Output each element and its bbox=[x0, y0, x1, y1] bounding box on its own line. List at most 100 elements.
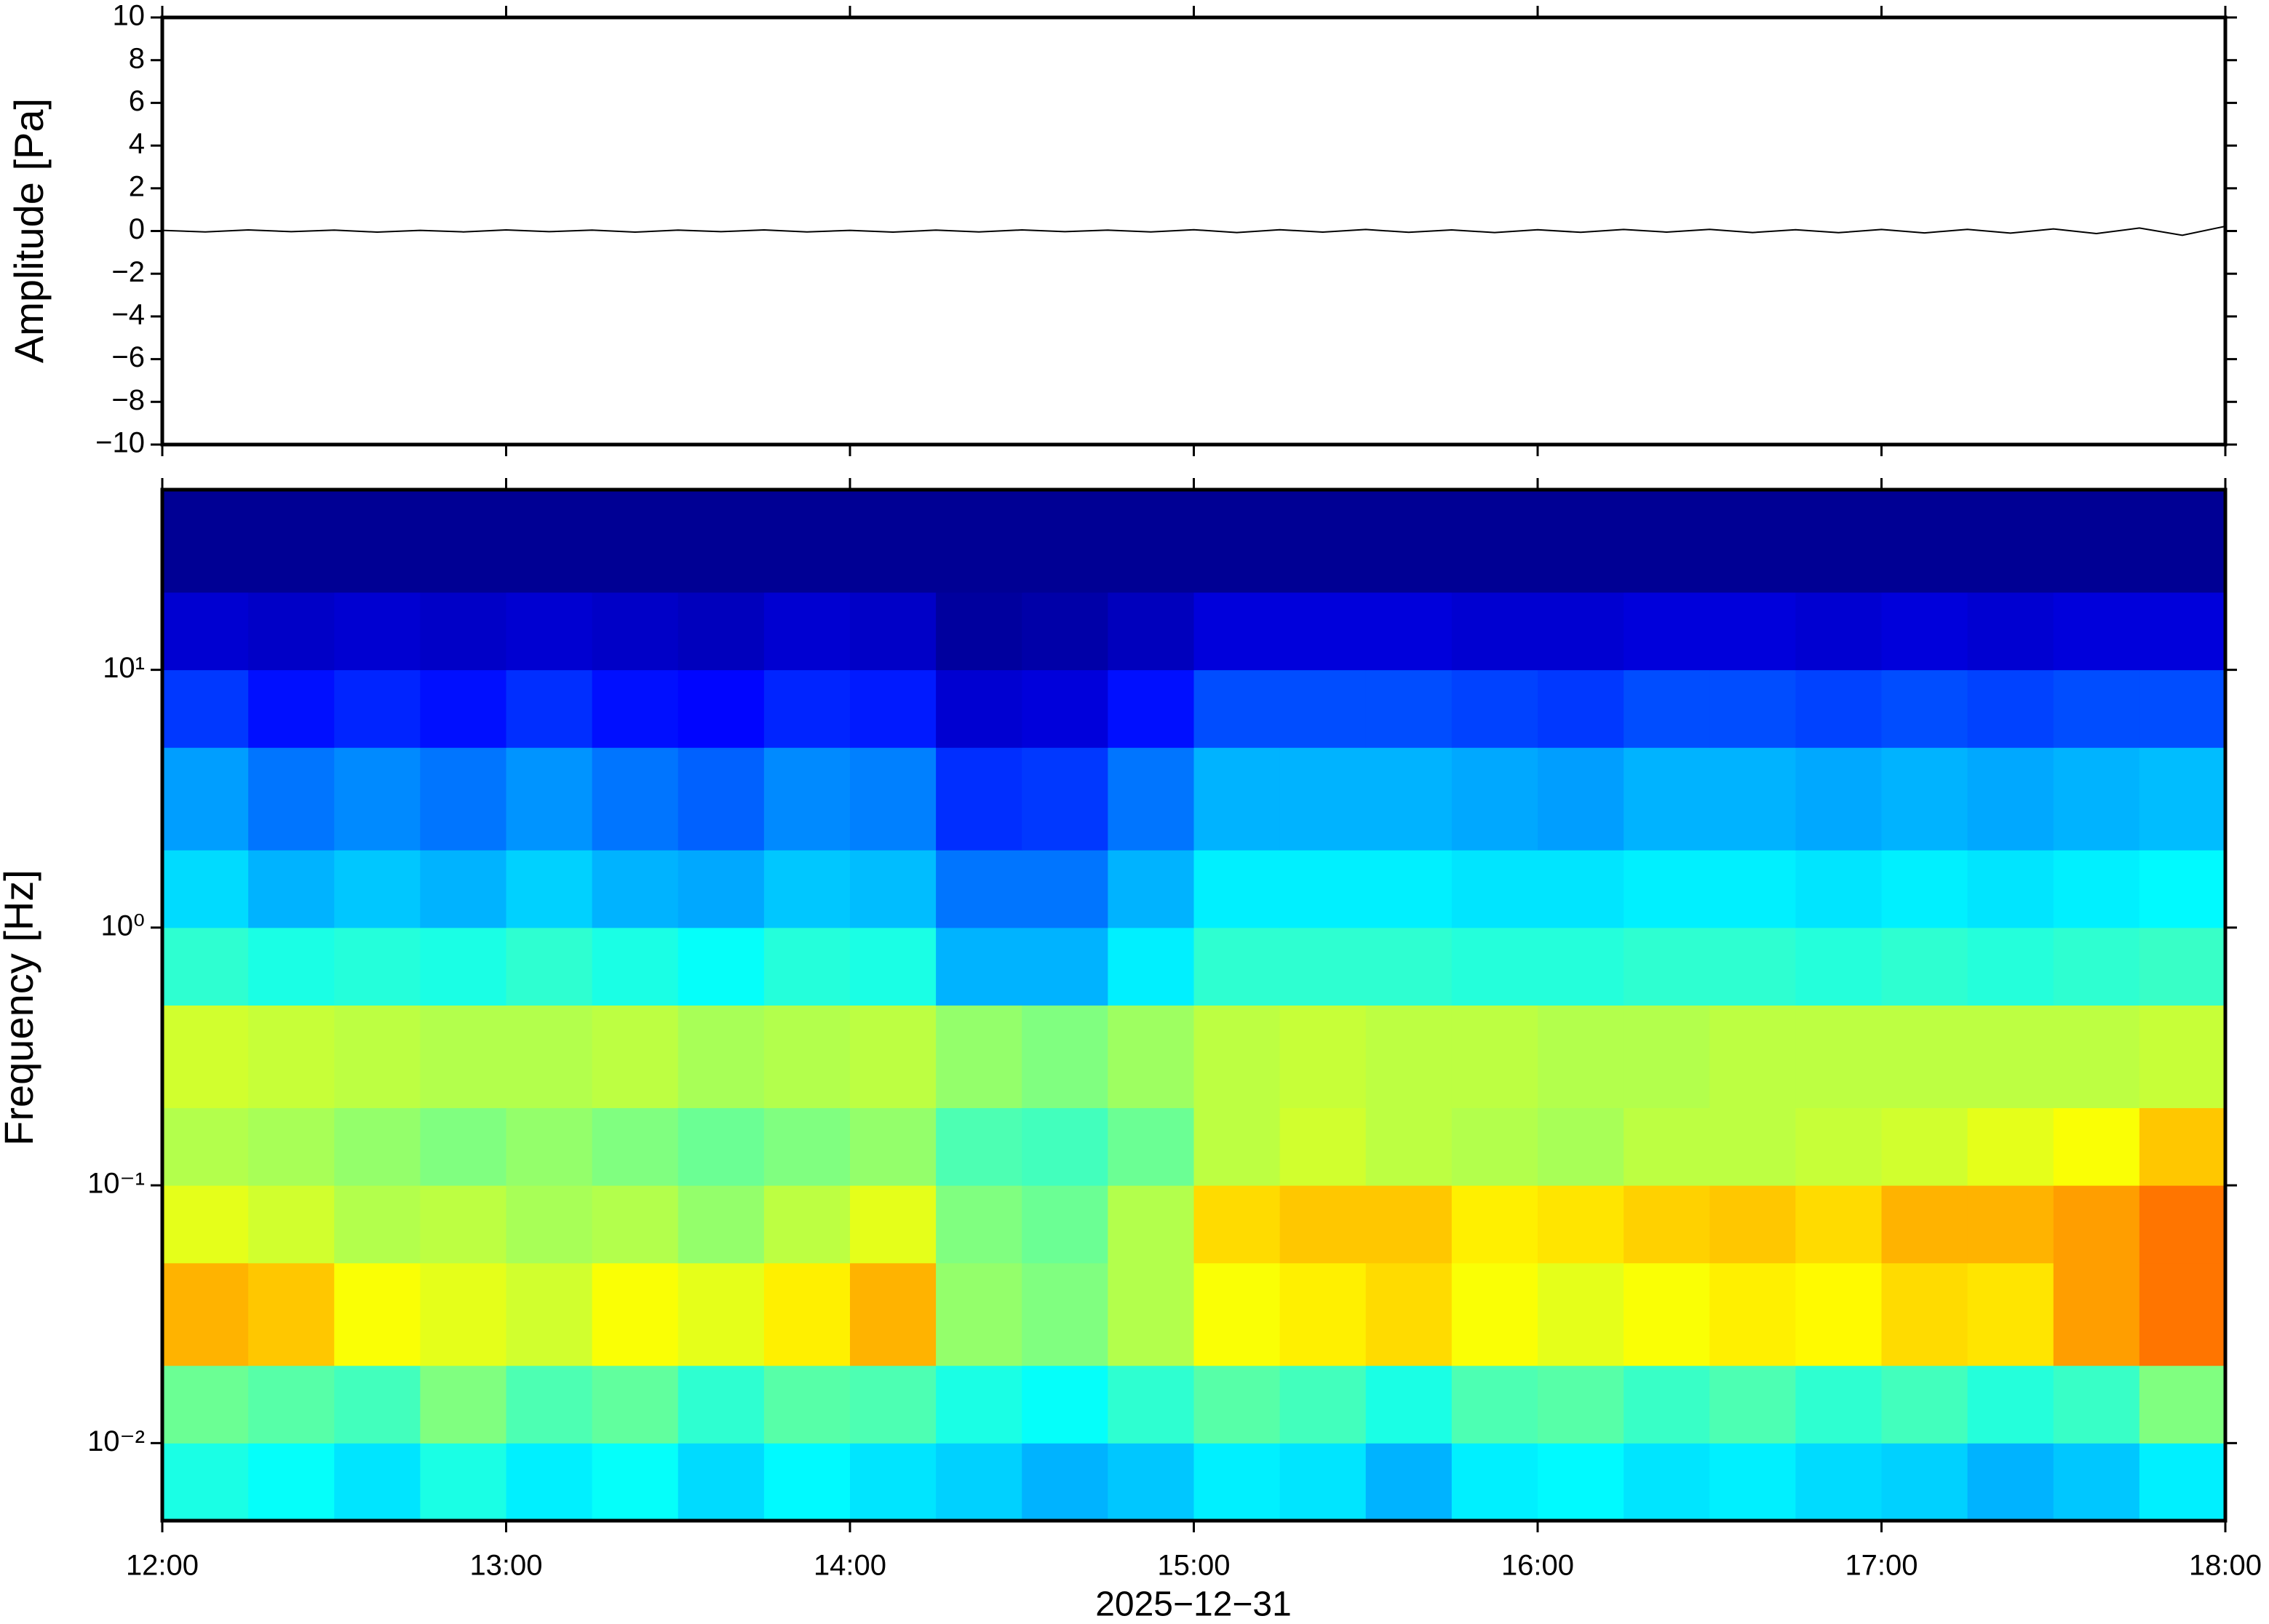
spectrogram-cell bbox=[2053, 1107, 2140, 1186]
spectrogram-cell bbox=[506, 1365, 593, 1444]
spectrogram-cell bbox=[1365, 1262, 1453, 1366]
spectrogram-cell bbox=[1881, 850, 1968, 928]
spectrogram-cell bbox=[162, 1443, 249, 1521]
spectrogram-cell bbox=[1624, 747, 1710, 851]
spectrogram-cell bbox=[1624, 927, 1710, 1006]
spectrogram-cell bbox=[2053, 1185, 2140, 1264]
spectrogram-cell bbox=[420, 1262, 506, 1366]
spectrogram-cell bbox=[850, 1365, 937, 1444]
spectrogram-cell bbox=[2139, 1107, 2226, 1186]
spectrogram-cell bbox=[1881, 592, 1968, 671]
spectrogram-cell bbox=[592, 1262, 679, 1366]
spectrogram-cell bbox=[334, 490, 421, 593]
spectrogram-cell bbox=[763, 1443, 851, 1521]
spectrogram-cell bbox=[1624, 1262, 1710, 1366]
spectrogram-cell bbox=[850, 1107, 937, 1186]
spectrogram-cell bbox=[162, 592, 249, 671]
spectrogram-cell bbox=[1967, 1365, 2054, 1444]
y-tick-label: 10⁻² bbox=[87, 1425, 145, 1457]
spectrogram-cell bbox=[1451, 592, 1538, 671]
spectrogram-cell bbox=[592, 669, 679, 748]
spectrogram-cell bbox=[1193, 490, 1281, 593]
spectrogram-cell bbox=[1795, 1262, 1882, 1366]
spectrogram-cell bbox=[1451, 1443, 1538, 1521]
spectrogram-cell bbox=[763, 1185, 851, 1264]
spectrogram-cell bbox=[936, 1262, 1022, 1366]
spectrogram-cell bbox=[1709, 1107, 1796, 1186]
spectrogram-cell bbox=[248, 1185, 335, 1264]
spectrogram-cell bbox=[936, 1005, 1022, 1108]
spectrogram-cell bbox=[1365, 1107, 1453, 1186]
spectrogram-cell bbox=[1108, 1107, 1194, 1186]
spectrogram-cell bbox=[2139, 1005, 2226, 1108]
spectrogram-cell bbox=[1022, 1185, 1108, 1264]
y-tick-label: 10¹ bbox=[103, 652, 145, 684]
spectrogram-cell bbox=[1881, 1365, 1968, 1444]
spectrogram-cell bbox=[1451, 1005, 1538, 1108]
spectrogram-cell bbox=[248, 1443, 335, 1521]
spectrogram-cell bbox=[1279, 1107, 1367, 1186]
spectrogram-cell bbox=[2139, 747, 2226, 851]
spectrogram-cell bbox=[850, 1262, 937, 1366]
spectrogram-cell bbox=[1538, 747, 1624, 851]
spectrogram-cell bbox=[2053, 927, 2140, 1006]
spectrogram-cell bbox=[1108, 490, 1194, 593]
spectrogram-cell bbox=[1624, 592, 1710, 671]
spectrogram-cell bbox=[2053, 669, 2140, 748]
x-tick-label: 15:00 bbox=[1157, 1550, 1230, 1582]
spectrogram-cell bbox=[1279, 1443, 1367, 1521]
spectrogram-cell bbox=[1193, 850, 1281, 928]
spectrogram-cell bbox=[162, 490, 249, 593]
spectrogram-cell bbox=[162, 1185, 249, 1264]
spectrogram-cell bbox=[1022, 592, 1108, 671]
spectrogram-cell bbox=[506, 1005, 593, 1108]
spectrogram-cell bbox=[1279, 592, 1367, 671]
spectrogram-cell bbox=[248, 490, 335, 593]
spectrogram-cell bbox=[1795, 669, 1882, 748]
spectrogram-cell bbox=[1538, 490, 1624, 593]
spectrogram-cell bbox=[1108, 1005, 1194, 1108]
spectrogram-cell bbox=[592, 1107, 679, 1186]
spectrogram-cell bbox=[2053, 1365, 2140, 1444]
spectrogram-cell bbox=[1279, 1365, 1367, 1444]
spectrogram-cell bbox=[763, 747, 851, 851]
spectrogram-cell bbox=[1538, 1005, 1624, 1108]
spectrogram-cell bbox=[592, 490, 679, 593]
spectrogram-cell bbox=[1538, 1365, 1624, 1444]
spectrogram-cell bbox=[1279, 1005, 1367, 1108]
y-tick-label: 10⁻¹ bbox=[87, 1168, 145, 1200]
spectrogram-cell bbox=[850, 927, 937, 1006]
spectrogram-cell bbox=[420, 747, 506, 851]
spectrogram-cell bbox=[1881, 490, 1968, 593]
spectrogram-cell bbox=[2139, 1185, 2226, 1264]
spectrogram-cell bbox=[2053, 747, 2140, 851]
spectrogram-cell bbox=[936, 490, 1022, 593]
y-tick-label: −10 bbox=[95, 427, 145, 459]
x-tick-label: 18:00 bbox=[2189, 1550, 2262, 1582]
spectrogram-cell bbox=[1709, 747, 1796, 851]
spectrogram-cell bbox=[420, 592, 506, 671]
spectrogram-cell bbox=[850, 747, 937, 851]
spectrogram-cell bbox=[1108, 747, 1194, 851]
spectrogram-cell bbox=[1193, 592, 1281, 671]
spectrogram-cell bbox=[334, 1262, 421, 1366]
spectrogram-cell bbox=[1709, 1443, 1796, 1521]
spectrogram-cell bbox=[506, 850, 593, 928]
spectrogram-cell bbox=[2139, 1443, 2226, 1521]
spectrogram-cell bbox=[1365, 490, 1453, 593]
spectrogram-cell bbox=[334, 1443, 421, 1521]
spectrogram-cell bbox=[162, 1365, 249, 1444]
spectrogram-cell bbox=[592, 850, 679, 928]
spectrogram-cell bbox=[850, 1185, 937, 1264]
spectrogram-cell bbox=[334, 1185, 421, 1264]
spectrogram-cell bbox=[506, 1262, 593, 1366]
spectrogram-cell bbox=[850, 850, 937, 928]
spectrogram-cell bbox=[763, 490, 851, 593]
spectrogram-cell bbox=[506, 1185, 593, 1264]
spectrogram-cell bbox=[1967, 1443, 2054, 1521]
spectrogram-cell bbox=[506, 747, 593, 851]
spectrogram-cell bbox=[1108, 1262, 1194, 1366]
spectrogram-cell bbox=[1451, 1365, 1538, 1444]
spectrogram-cell bbox=[1365, 669, 1453, 748]
spectrogram-cell bbox=[248, 747, 335, 851]
